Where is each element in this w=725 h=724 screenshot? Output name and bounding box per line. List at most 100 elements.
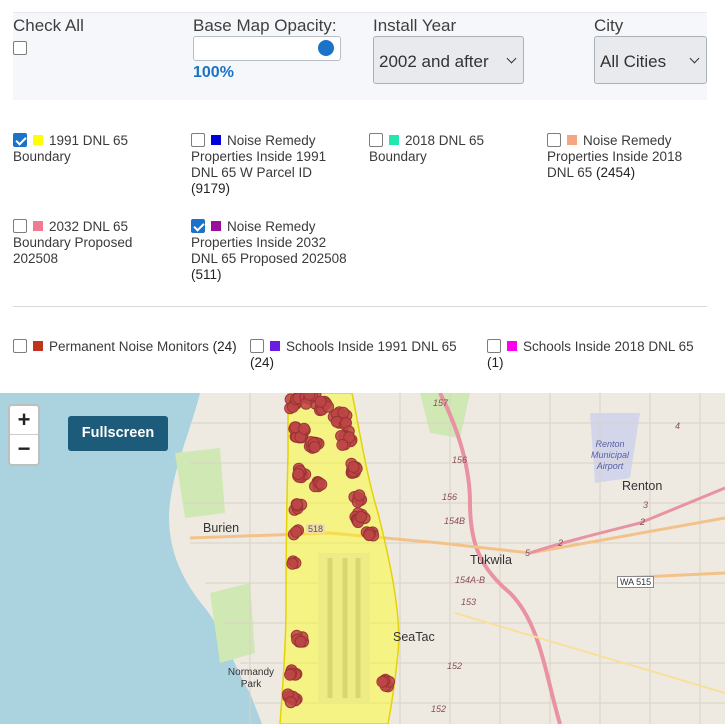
basemap	[0, 393, 725, 724]
remedy-property-marker	[355, 511, 367, 523]
layer-checkbox[interactable]	[487, 339, 501, 353]
remedy-property-marker	[292, 468, 305, 480]
exit-label: 152	[447, 661, 463, 671]
layer-label: 1991 DNL 65 Boundary	[13, 133, 129, 164]
remedy-property-marker	[284, 696, 297, 709]
layer-checkbox[interactable]	[250, 339, 264, 353]
layer-item[interactable]: 1991 DNL 65 Boundary	[13, 133, 173, 165]
fullscreen-button[interactable]: Fullscreen	[68, 416, 168, 451]
place-label-renton-airport: Renton Municipal Airport	[590, 439, 630, 471]
opacity-slider-thumb[interactable]	[318, 40, 334, 56]
remedy-property-marker	[376, 675, 389, 688]
opacity-slider[interactable]	[193, 36, 341, 61]
puget-sound-water	[0, 393, 262, 724]
exit-label: 156	[442, 492, 458, 502]
remedy-property-marker	[286, 557, 299, 570]
place-label-normandy-park: Normandy Park	[227, 667, 275, 690]
remedy-property-marker	[315, 478, 328, 491]
remedy-property-marker	[343, 431, 356, 444]
city-select[interactable]: All Cities	[594, 36, 707, 84]
layer-swatch	[33, 221, 43, 231]
layer-divider	[13, 306, 707, 307]
interstate-405	[529, 486, 725, 555]
layer-item[interactable]: 2018 DNL 65 Boundary	[369, 133, 529, 165]
check-all-checkbox[interactable]	[13, 41, 27, 55]
layer-count: (511)	[191, 267, 222, 282]
layer-item[interactable]: Schools Inside 1991 DNL 65 (24)	[250, 339, 480, 371]
route-shield: 518	[306, 524, 326, 534]
exit-label: 156	[452, 455, 468, 465]
layer-swatch	[389, 135, 399, 145]
zoom-out-button[interactable]: −	[17, 436, 31, 461]
remedy-property-marker	[308, 441, 321, 453]
remedy-property-marker	[294, 635, 307, 648]
layer-checkbox[interactable]	[191, 219, 205, 233]
layer-count: (24)	[250, 355, 275, 370]
noise-remedy-properties	[281, 393, 396, 709]
route-shield: WA 515	[617, 576, 655, 588]
layer-checkbox[interactable]	[13, 339, 27, 353]
layer-swatch	[507, 341, 517, 351]
highway-518	[189, 516, 725, 555]
exit-label: 5	[525, 548, 531, 558]
remedy-property-marker	[347, 460, 360, 473]
layer-item[interactable]: Noise Remedy Properties Inside 1991 DNL …	[191, 133, 351, 197]
layer-label: Noise Remedy Properties Inside 1991 DNL …	[191, 133, 327, 180]
layer-checkbox[interactable]	[13, 133, 27, 147]
opacity-value: 100%	[193, 64, 234, 81]
layer-label: Permanent Noise Monitors	[49, 339, 209, 354]
park-area	[175, 448, 225, 518]
layer-count: (24)	[212, 339, 237, 354]
opacity-label: Base Map Opacity:	[193, 16, 337, 35]
layer-checkbox[interactable]	[547, 133, 561, 147]
install-year-selected: 2002 and after	[379, 52, 489, 71]
chevron-down-icon	[506, 53, 517, 64]
layer-swatch	[270, 341, 280, 351]
exit-label: 153	[461, 597, 477, 607]
layer-item[interactable]: Schools Inside 2018 DNL 65 (1)	[487, 339, 702, 371]
layer-label: 2032 DNL 65 Boundary Proposed 202508	[13, 219, 133, 266]
check-all-label: Check All	[13, 16, 84, 35]
exit-label: 2	[640, 517, 646, 527]
layer-checkbox[interactable]	[369, 133, 383, 147]
install-year-select[interactable]: 2002 and after	[373, 36, 524, 84]
layer-item[interactable]: 2032 DNL 65 Boundary Proposed 202508	[13, 219, 173, 267]
layer-count: (1)	[487, 355, 504, 370]
layer-swatch	[211, 221, 221, 231]
exit-label: 2	[558, 538, 564, 548]
layer-swatch	[567, 135, 577, 145]
park-area	[420, 393, 470, 438]
layer-item[interactable]: Noise Remedy Properties Inside 2032 DNL …	[191, 219, 351, 283]
layer-item[interactable]: Noise Remedy Properties Inside 2018 DNL …	[547, 133, 707, 181]
layer-checkbox[interactable]	[13, 219, 27, 233]
remedy-property-marker	[314, 395, 327, 408]
chevron-down-icon	[689, 53, 700, 64]
remedy-property-marker	[303, 393, 316, 401]
exit-label: 152	[431, 704, 447, 714]
city-selected: All Cities	[600, 52, 667, 71]
layer-label: Noise Remedy Properties Inside 2018 DNL …	[547, 133, 683, 180]
layer-swatch	[33, 135, 43, 145]
exit-label: 3	[643, 500, 649, 510]
remedy-property-marker	[363, 529, 376, 542]
remedy-property-marker	[298, 422, 311, 435]
layer-checkbox[interactable]	[191, 133, 205, 147]
map-view[interactable]: + − Fullscreen Burien Tukwila Renton Sea…	[0, 393, 725, 724]
place-label-renton: Renton	[622, 479, 663, 493]
place-label-seatac: SeaTac	[393, 630, 435, 644]
layer-label: Schools Inside 2018 DNL 65	[523, 339, 694, 354]
remedy-property-marker	[353, 489, 366, 502]
interstate-5	[438, 393, 562, 724]
place-label-burien: Burien	[203, 521, 240, 535]
exit-label: 157	[433, 398, 449, 408]
layer-label: 2018 DNL 65 Boundary	[369, 133, 485, 164]
layer-item[interactable]: Permanent Noise Monitors (24)	[13, 339, 243, 355]
exit-label: 4	[675, 421, 681, 431]
zoom-in-button[interactable]: +	[10, 406, 38, 435]
remedy-property-marker	[291, 498, 304, 511]
zoom-control: + −	[8, 404, 40, 466]
layer-count: (9179)	[191, 181, 231, 196]
filter-controls: Check All Base Map Opacity: 100% Install…	[13, 12, 707, 100]
layer-count: (2454)	[596, 165, 636, 180]
exit-label: 154A-B	[455, 575, 486, 585]
